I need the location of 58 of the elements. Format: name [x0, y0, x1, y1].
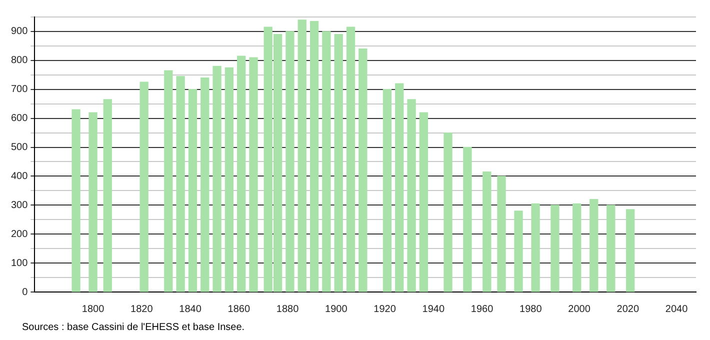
bar — [72, 109, 80, 292]
y-tick-label: 800 — [10, 55, 28, 66]
bar — [482, 172, 492, 292]
bar — [140, 82, 148, 292]
bar — [103, 99, 112, 292]
bar — [200, 77, 210, 292]
x-tick-label: 1880 — [276, 304, 300, 315]
bar — [212, 66, 222, 292]
y-tick-label: 100 — [10, 258, 28, 269]
bar — [626, 209, 635, 292]
x-tick-label: 1980 — [520, 304, 542, 315]
x-tick-label: 2020 — [616, 304, 640, 315]
x-tick-label: 1860 — [228, 304, 250, 315]
bar — [572, 203, 582, 292]
bar — [249, 57, 258, 292]
bar — [444, 132, 452, 292]
x-tick-label: 1800 — [82, 304, 105, 315]
y-tick-label: 600 — [10, 113, 28, 124]
y-tick-label: 0 — [22, 286, 28, 298]
x-tick-label: 1840 — [179, 304, 202, 315]
bar — [550, 204, 560, 292]
y-tick-label: 700 — [10, 84, 28, 96]
x-tick-label: 2000 — [568, 304, 591, 315]
bar — [322, 31, 331, 292]
bar — [164, 70, 173, 292]
x-tick-label: 2040 — [665, 304, 688, 315]
bar — [224, 67, 234, 292]
x-tick-label: 1820 — [130, 304, 154, 315]
bar — [298, 20, 306, 292]
y-tick-label: 500 — [10, 142, 28, 154]
y-tick-label: 400 — [10, 170, 28, 182]
bar — [286, 31, 294, 292]
bar — [346, 26, 356, 292]
bar — [419, 112, 428, 292]
y-tick-label: 200 — [10, 228, 28, 240]
x-tick-label: 1920 — [374, 304, 396, 315]
bar — [334, 34, 343, 292]
bar — [237, 56, 246, 292]
bar — [188, 89, 198, 292]
bar — [88, 112, 98, 292]
bar — [407, 99, 416, 292]
y-tick-label: 900 — [10, 26, 28, 38]
bar — [358, 48, 368, 292]
bar — [395, 83, 404, 292]
x-tick-label: 1900 — [325, 304, 348, 315]
bar — [463, 146, 472, 292]
bar — [606, 204, 616, 292]
x-tick-label: 1940 — [422, 304, 445, 315]
bar — [310, 21, 319, 292]
bar — [382, 89, 392, 292]
y-tick-label: 300 — [10, 200, 28, 211]
bar — [176, 76, 185, 292]
x-tick-label: 1960 — [470, 304, 494, 315]
bar — [497, 176, 506, 292]
source-note: Sources : base Cassini de l'EHESS et base Insee. — [22, 322, 245, 333]
bar — [590, 199, 598, 292]
bar — [531, 203, 540, 292]
bar — [514, 210, 523, 292]
